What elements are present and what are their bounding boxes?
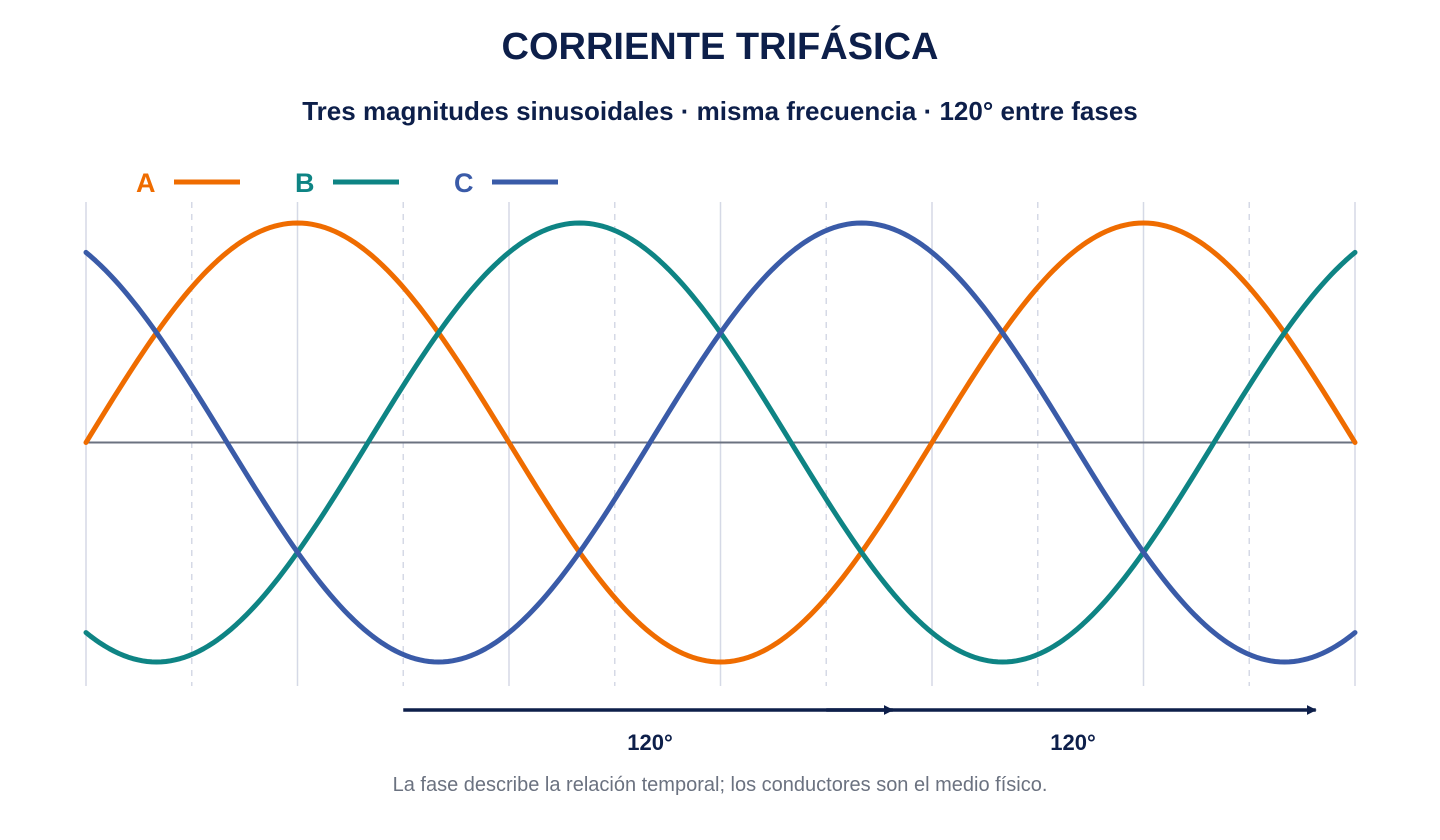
legend-label-a: A bbox=[136, 168, 156, 198]
series-group bbox=[83, 220, 1358, 665]
phase-label: 120° bbox=[1050, 730, 1096, 755]
series-line-a bbox=[83, 220, 1358, 665]
legend: A B C bbox=[136, 168, 558, 198]
chart-subtitle: Tres magnitudes sinusoidales · misma fre… bbox=[302, 96, 1138, 126]
series-line-c bbox=[83, 220, 1358, 665]
chart-title: CORRIENTE TRIFÁSICA bbox=[501, 26, 939, 68]
grid bbox=[85, 202, 1356, 686]
annotations: 120° 120° bbox=[403, 705, 1317, 755]
footnote: La fase describe la relación temporal; l… bbox=[392, 774, 1048, 796]
legend-label-b: B bbox=[295, 168, 315, 198]
phase-label: 120° bbox=[627, 730, 673, 755]
legend-label-c: C bbox=[454, 168, 474, 198]
